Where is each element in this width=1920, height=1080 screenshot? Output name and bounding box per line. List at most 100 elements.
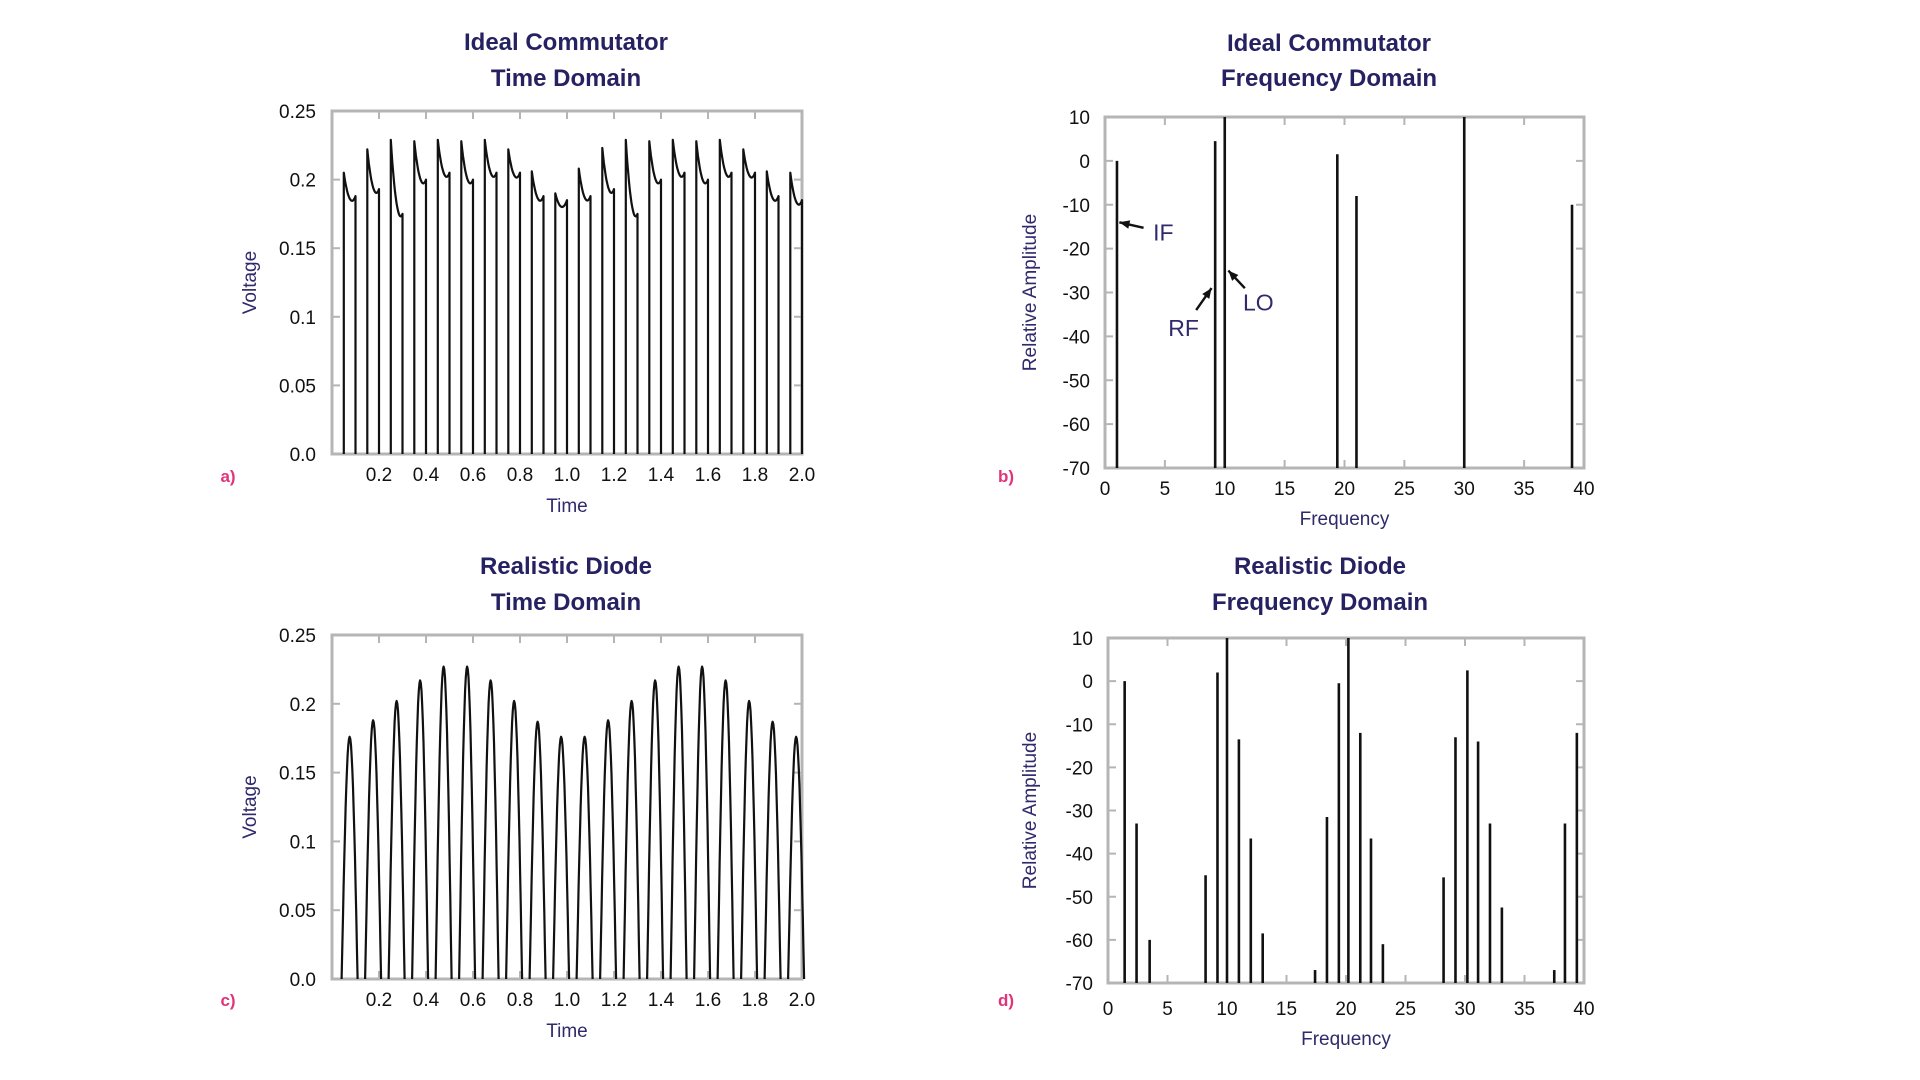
- x-tick-label: 0.2: [366, 990, 392, 1011]
- annotation-arrowhead-if: [1119, 220, 1131, 229]
- chart-title-line-1: Ideal Commutator: [464, 29, 668, 56]
- y-tick-label: 0: [1082, 672, 1093, 693]
- panel-d-frequency-domain-realistic: Realistic Diode Frequency Domain d) Frequen…: [998, 553, 1595, 1050]
- y-tick-label: 0.1: [290, 832, 316, 853]
- y-axis-label: Relative Amplitude: [1020, 732, 1041, 889]
- chart-title-line-1: Ideal Commutator: [1227, 30, 1431, 57]
- x-tick-label: 1.2: [601, 465, 627, 486]
- x-tick-label: 10: [1214, 479, 1235, 500]
- y-tick-label: 0.05: [279, 901, 316, 922]
- x-tick-label: 2.0: [789, 990, 815, 1011]
- y-tick-label: 0.0: [290, 970, 316, 991]
- y-tick-label: -60: [1063, 415, 1090, 436]
- y-tick-label: -50: [1066, 888, 1093, 909]
- x-tick-label: 5: [1160, 479, 1171, 500]
- x-tick-label: 0.2: [366, 465, 392, 486]
- panel-b-frequency-domain-ideal: Ideal Commutator Frequency Domain b) Freque…: [998, 30, 1595, 530]
- x-tick-label: 1.8: [742, 990, 768, 1011]
- chart-title-line-2: Frequency Domain: [1221, 65, 1437, 92]
- panel-letter: a): [220, 467, 235, 486]
- plot-frame: [1103, 115, 1586, 470]
- y-tick-label: -30: [1066, 802, 1093, 823]
- x-tick-label: 35: [1514, 999, 1535, 1020]
- chart-title-line-1: Realistic Diode: [480, 553, 652, 580]
- y-tick-label: 0.15: [279, 764, 316, 785]
- y-tick-label: -10: [1063, 196, 1090, 217]
- x-tick-label: 25: [1395, 999, 1416, 1020]
- panel-a-time-domain-ideal: Ideal Commutator Time Domain a) Time Voltage…: [220, 29, 815, 517]
- y-tick-label: 0.1: [290, 308, 316, 329]
- annotation-label-rf: RF: [1168, 315, 1199, 341]
- series-line-commutator-voltage: [342, 138, 804, 454]
- x-tick-label: 40: [1573, 999, 1594, 1020]
- x-tick-label: 0.4: [413, 990, 440, 1011]
- series-line-diode-voltage: [340, 665, 806, 980]
- annotation-label-lo: LO: [1243, 290, 1274, 316]
- x-tick-label: 0.6: [460, 990, 486, 1011]
- x-tick-label: 0.8: [507, 990, 533, 1011]
- x-tick-label: 20: [1335, 999, 1356, 1020]
- y-tick-label: 0.25: [279, 102, 316, 123]
- y-tick-label: -40: [1063, 327, 1090, 348]
- x-tick-label: 35: [1514, 479, 1535, 500]
- chart-title-line-1: Realistic Diode: [1234, 553, 1406, 580]
- y-tick-label: 0.05: [279, 376, 316, 397]
- x-tick-label: 1.0: [554, 465, 580, 486]
- y-tick-label: -10: [1066, 715, 1093, 736]
- y-tick-label: 0.2: [290, 171, 316, 192]
- x-tick-label: 1.6: [695, 990, 721, 1011]
- x-tick-label: 1.8: [742, 465, 768, 486]
- y-tick-label: 10: [1072, 629, 1093, 650]
- x-tick-label: 15: [1274, 479, 1295, 500]
- panel-letter: c): [220, 991, 235, 1010]
- annotation-arrowhead-lo: [1228, 270, 1239, 281]
- y-axis-label: Voltage: [240, 775, 261, 838]
- x-tick-label: 0: [1103, 999, 1114, 1020]
- chart-title-line-2: Time Domain: [491, 65, 641, 92]
- x-tick-label: 1.4: [648, 465, 675, 486]
- x-tick-label: 25: [1394, 479, 1415, 500]
- plot-frame: [1106, 636, 1586, 985]
- x-tick-label: 2.0: [789, 465, 815, 486]
- y-tick-label: 10: [1069, 108, 1090, 129]
- chart-title-line-2: Frequency Domain: [1212, 589, 1428, 616]
- y-tick-label: -70: [1063, 459, 1090, 480]
- x-axis-label: Time: [546, 1021, 588, 1042]
- y-axis-label: Relative Amplitude: [1020, 214, 1041, 371]
- x-tick-label: 1.2: [601, 990, 627, 1011]
- y-axis-label: Voltage: [240, 251, 261, 314]
- x-tick-label: 30: [1454, 479, 1475, 500]
- y-tick-label: -60: [1066, 931, 1093, 952]
- panel-c-time-domain-realistic: Realistic Diode Time Domain c) Time Voltage 0…: [220, 553, 815, 1042]
- x-tick-label: 40: [1573, 479, 1594, 500]
- x-tick-label: 0.6: [460, 465, 486, 486]
- y-tick-label: -70: [1066, 974, 1093, 995]
- plot-frame: [330, 633, 804, 981]
- annotation-arrowhead-rf: [1202, 288, 1212, 299]
- y-tick-label: 0.15: [279, 239, 316, 260]
- y-tick-label: -20: [1063, 240, 1090, 261]
- y-tick-label: 0.2: [290, 695, 316, 716]
- annotation-label-if: IF: [1153, 219, 1173, 245]
- y-tick-label: -40: [1066, 845, 1093, 866]
- x-tick-label: 5: [1162, 999, 1173, 1020]
- x-tick-label: 30: [1454, 999, 1475, 1020]
- y-tick-label: -30: [1063, 284, 1090, 305]
- x-tick-label: 20: [1334, 479, 1355, 500]
- x-axis-label: Frequency: [1301, 1029, 1391, 1050]
- panel-letter: b): [998, 467, 1014, 486]
- panel-letter: d): [998, 991, 1014, 1010]
- chart-title-line-2: Time Domain: [491, 589, 641, 616]
- x-tick-label: 0: [1100, 479, 1111, 500]
- x-axis-label: Frequency: [1300, 509, 1390, 530]
- x-tick-label: 1.0: [554, 990, 580, 1011]
- y-tick-label: 0: [1079, 152, 1090, 173]
- x-tick-label: 10: [1216, 999, 1237, 1020]
- y-tick-label: -20: [1066, 758, 1093, 779]
- x-axis-label: Time: [546, 496, 588, 517]
- x-tick-label: 0.4: [413, 465, 440, 486]
- x-tick-label: 15: [1276, 999, 1297, 1020]
- y-tick-label: 0.25: [279, 626, 316, 647]
- y-tick-label: 0.0: [290, 445, 316, 466]
